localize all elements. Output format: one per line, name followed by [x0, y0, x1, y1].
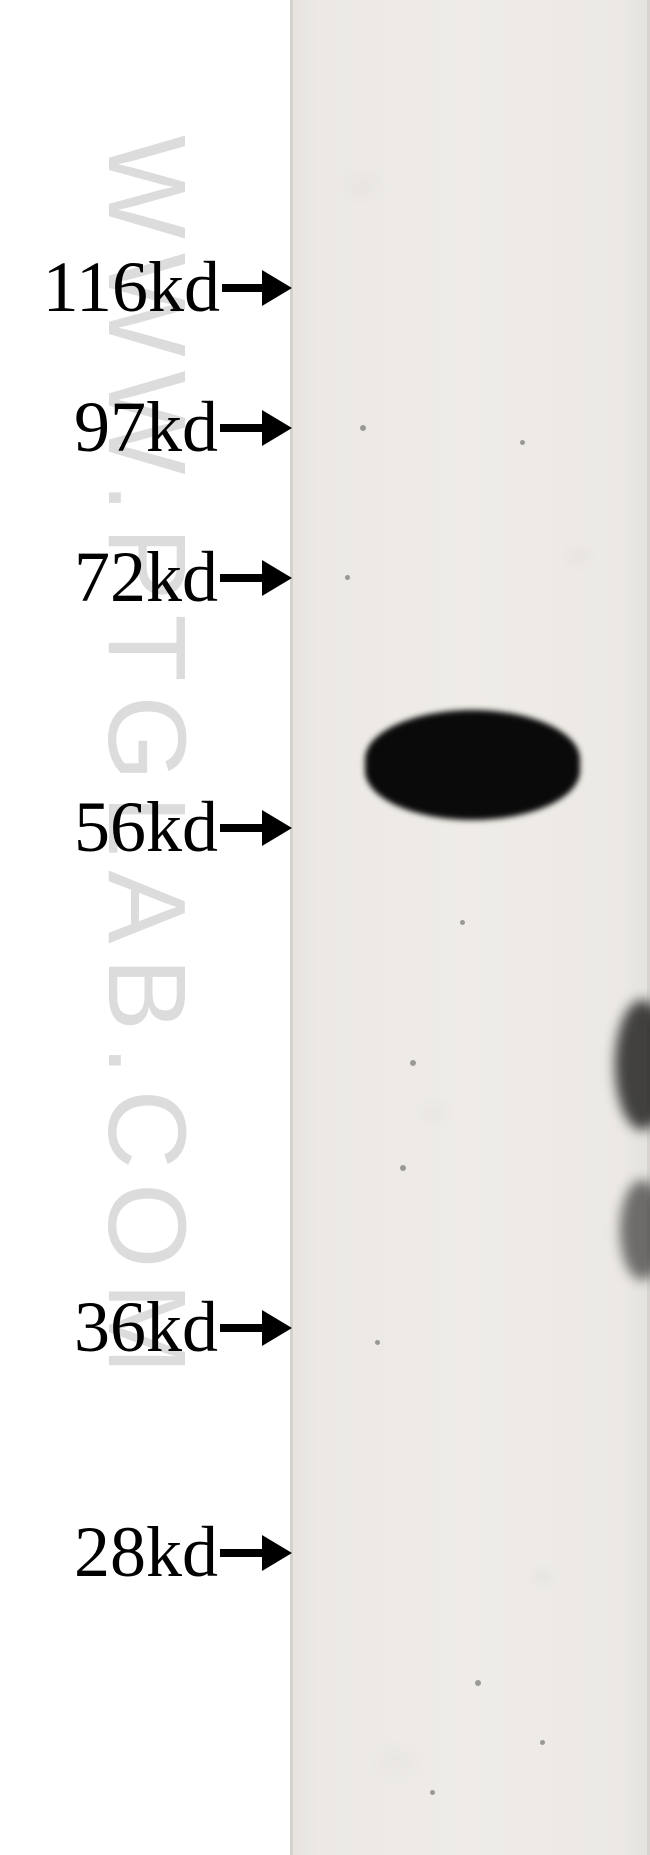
arrow-shaft: [220, 424, 262, 432]
arrow-shaft: [220, 1324, 262, 1332]
arrow-shaft: [220, 824, 262, 832]
edge-smudge: [615, 1000, 650, 1130]
noise-speck: [540, 1740, 545, 1745]
arrow-head: [262, 1535, 292, 1571]
edge-smudge: [620, 1180, 650, 1280]
mw-marker-label: 56kd: [0, 786, 218, 869]
arrow-right-icon: [220, 410, 292, 446]
mw-marker: 97kd: [0, 386, 292, 469]
blot-strip: [290, 0, 650, 1855]
arrow-right-icon: [220, 1535, 292, 1571]
noise-speck: [375, 1340, 380, 1345]
noise-speck: [410, 1060, 416, 1066]
noise-speck: [460, 920, 465, 925]
mw-marker: 72kd: [0, 536, 292, 619]
arrow-head: [262, 560, 292, 596]
arrow-head: [262, 810, 292, 846]
arrow-right-icon: [222, 270, 292, 306]
noise-speck: [430, 1790, 435, 1795]
mw-marker: 36kd: [0, 1286, 292, 1369]
mw-marker-label: 116kd: [0, 246, 220, 329]
blot-band: [365, 710, 580, 820]
noise-speck: [345, 575, 350, 580]
mw-marker-label: 97kd: [0, 386, 218, 469]
arrow-head: [262, 270, 292, 306]
arrow-right-icon: [220, 1310, 292, 1346]
arrow-shaft: [220, 1549, 262, 1557]
mw-marker: 116kd: [0, 246, 292, 329]
arrow-right-icon: [220, 810, 292, 846]
mw-marker: 28kd: [0, 1511, 292, 1594]
mw-marker-label: 36kd: [0, 1286, 218, 1369]
mw-marker-label: 28kd: [0, 1511, 218, 1594]
arrow-shaft: [220, 574, 262, 582]
noise-speck: [520, 440, 525, 445]
noise-speck: [400, 1165, 406, 1171]
noise-speck: [360, 425, 366, 431]
mw-marker-label: 72kd: [0, 536, 218, 619]
arrow-shaft: [222, 284, 262, 292]
arrow-head: [262, 1310, 292, 1346]
arrow-right-icon: [220, 560, 292, 596]
mw-marker: 56kd: [0, 786, 292, 869]
noise-speck: [475, 1680, 481, 1686]
arrow-head: [262, 410, 292, 446]
